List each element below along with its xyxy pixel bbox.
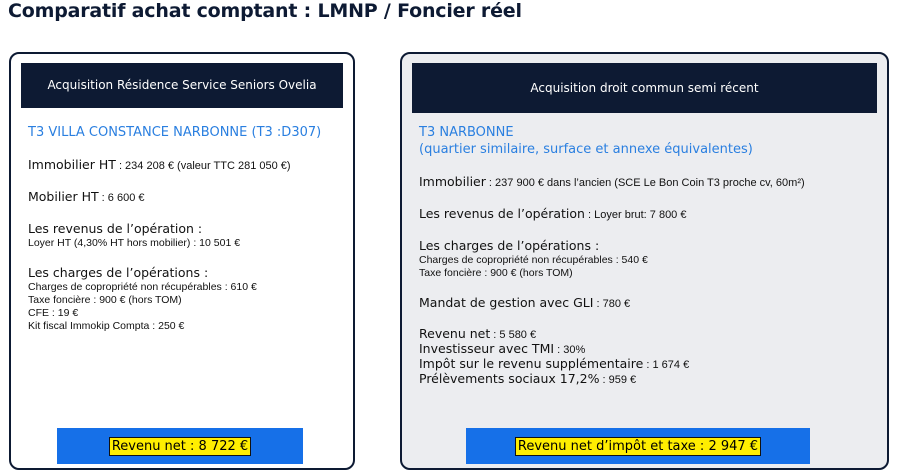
immobilier-label: Immobilier — [419, 174, 486, 189]
summary-block: Revenu net : 5 580 € Investisseur avec T… — [419, 327, 877, 387]
total-lmnp: Revenu net : 8 722 € — [108, 436, 252, 456]
charges-line: Charges de copropriété non récupérables … — [28, 281, 257, 293]
property-subtitle: T3 VILLA CONSTANCE NARBONNE (T3 :D307) — [28, 125, 322, 140]
property-subtitle: T3 NARBONNE (quartier similaire, surface… — [419, 124, 877, 158]
property-subtitle-line: (quartier similaire, surface et annexe é… — [419, 142, 753, 157]
mobilier-row: Mobilier HT : 6 600 € — [28, 189, 343, 206]
tmi-row: Investisseur avec TMI : 30% — [419, 342, 877, 357]
revenus-value: : Loyer brut: 7 800 € — [584, 209, 687, 221]
card-foncier-header: Acquisition droit commun semi récent — [412, 63, 877, 113]
charges-label: Les charges de l’opérations : — [419, 238, 600, 253]
card-foncier-body: T3 NARBONNE (quartier similaire, surface… — [419, 124, 877, 402]
card-lmnp-header: Acquisition Résidence Service Seniors Ov… — [21, 63, 343, 108]
impot-label: Impôt sur le revenu supplémentaire — [419, 356, 644, 371]
prelevements-label: Prélèvements sociaux 17,2% — [419, 371, 600, 386]
tmi-value: : 30% — [554, 344, 586, 356]
revenu-net-label: Revenu net — [419, 326, 491, 341]
immobilier-row: Immobilier HT : 234 208 € (valeur TTC 28… — [28, 157, 343, 174]
card-foncier: Acquisition droit commun semi récent T3 … — [400, 52, 889, 470]
immobilier-value: : 237 900 € dans l’ancien (SCE Le Bon Co… — [485, 177, 805, 189]
revenus-block: Les revenus de l’opération : Loyer HT (4… — [28, 221, 343, 250]
mobilier-label: Mobilier HT — [28, 189, 99, 204]
impot-value: : 1 674 € — [643, 359, 690, 371]
prelevements-row: Prélèvements sociaux 17,2% : 959 € — [419, 372, 877, 387]
prelevements-value: : 959 € — [599, 374, 637, 386]
revenus-label: Les revenus de l’opération : — [28, 221, 203, 236]
revenu-net-value: : 5 580 € — [490, 329, 537, 341]
impot-row: Impôt sur le revenu supplémentaire : 1 6… — [419, 357, 877, 372]
total-banner-lmnp: Revenu net : 8 722 € — [57, 428, 303, 464]
card-lmnp: Acquisition Résidence Service Seniors Ov… — [9, 52, 355, 470]
charges-line: Charges de copropriété non récupérables … — [419, 254, 648, 266]
total-banner-foncier: Revenu net d’impôt et taxe : 2 947 € — [466, 428, 810, 464]
charges-line: CFE : 19 € — [28, 307, 79, 319]
card-lmnp-body: T3 VILLA CONSTANCE NARBONNE (T3 :D307) I… — [28, 124, 343, 348]
revenus-line: Loyer HT (4,30% HT hors mobilier) : 10 5… — [28, 237, 241, 249]
charges-line: Taxe foncière : 900 € (hors TOM) — [419, 267, 573, 279]
page-title: Comparatif achat comptant : LMNP / Fonci… — [8, 0, 522, 22]
revenus-label: Les revenus de l’opération — [419, 206, 585, 221]
tmi-label: Investisseur avec TMI — [419, 341, 555, 356]
revenus-row: Les revenus de l’opération : Loyer brut:… — [419, 206, 877, 223]
revenu-net-row: Revenu net : 5 580 € — [419, 327, 877, 342]
charges-line: Taxe foncière : 900 € (hors TOM) — [28, 294, 182, 306]
charges-line: Kit fiscal Immokip Compta : 250 € — [28, 320, 185, 332]
immobilier-label: Immobilier HT — [28, 157, 116, 172]
immobilier-row: Immobilier : 237 900 € dans l’ancien (SC… — [419, 174, 877, 191]
mandat-value: : 780 € — [593, 298, 631, 310]
charges-block: Les charges de l’opérations : Charges de… — [419, 238, 877, 280]
charges-block: Les charges de l’opérations : Charges de… — [28, 265, 343, 333]
mandat-row: Mandat de gestion avec GLI : 780 € — [419, 295, 877, 312]
mobilier-value: : 6 600 € — [98, 192, 145, 204]
total-foncier: Revenu net d’impôt et taxe : 2 947 € — [514, 436, 762, 456]
charges-label: Les charges de l’opérations : — [28, 265, 209, 280]
immobilier-value: : 234 208 € (valeur TTC 281 050 €) — [115, 160, 291, 172]
mandat-label: Mandat de gestion avec GLI — [419, 295, 594, 310]
property-subtitle-line: T3 NARBONNE — [419, 125, 514, 140]
